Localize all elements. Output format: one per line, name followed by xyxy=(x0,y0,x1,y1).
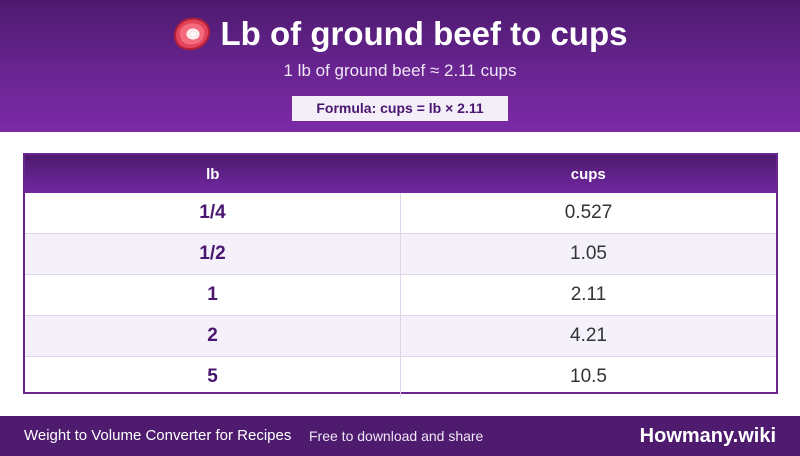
header-banner: Lb of ground beef to cups 1 lb of ground… xyxy=(0,0,800,132)
formula-badge: Formula: cups = lb × 2.11 xyxy=(292,96,508,121)
conversion-table: lb cups 1/4 0.527 1/2 1.05 1 2.11 2 4.21 xyxy=(23,153,778,397)
table-header-row: lb cups xyxy=(25,155,776,193)
cell-lb: 1/2 xyxy=(25,233,401,275)
column-header-lb: lb xyxy=(25,155,401,193)
footer-category: Weight to Volume Converter for Recipes xyxy=(24,427,292,444)
cell-lb: 1/4 xyxy=(25,193,401,234)
cell-lb: 2 xyxy=(25,315,401,357)
meat-icon xyxy=(173,17,211,51)
footer-note: Free to download and share xyxy=(309,428,484,444)
cell-cups: 10.5 xyxy=(570,366,607,387)
cell-cups: 2.11 xyxy=(400,274,776,316)
subtitle: 1 lb of ground beef ≈ 2.11 cups xyxy=(283,61,517,80)
cell-cups: 1.05 xyxy=(400,233,776,275)
table-row: 2 4.21 xyxy=(25,315,776,357)
title-text: Lb of ground beef to cups xyxy=(220,15,628,52)
cell-cups: 0.527 xyxy=(400,193,776,234)
brand-logo[interactable]: Howmany.wiki xyxy=(639,425,776,447)
column-header-cups: cups xyxy=(400,155,776,193)
table-row: 1/4 0.527 xyxy=(25,193,776,234)
cell-cups: 4.21 xyxy=(400,315,776,357)
page-title-row: Lb of ground beef to cups xyxy=(0,14,800,54)
table-row: 1 2.11 xyxy=(25,274,776,316)
footer-bar: Weight to Volume Converter for Recipes F… xyxy=(0,416,800,456)
table-row: 5 10.5 xyxy=(25,356,776,397)
cell-lb: 1 xyxy=(25,274,401,316)
cell-lb: 5 xyxy=(25,356,401,397)
table-row: 1/2 1.05 xyxy=(25,233,776,275)
